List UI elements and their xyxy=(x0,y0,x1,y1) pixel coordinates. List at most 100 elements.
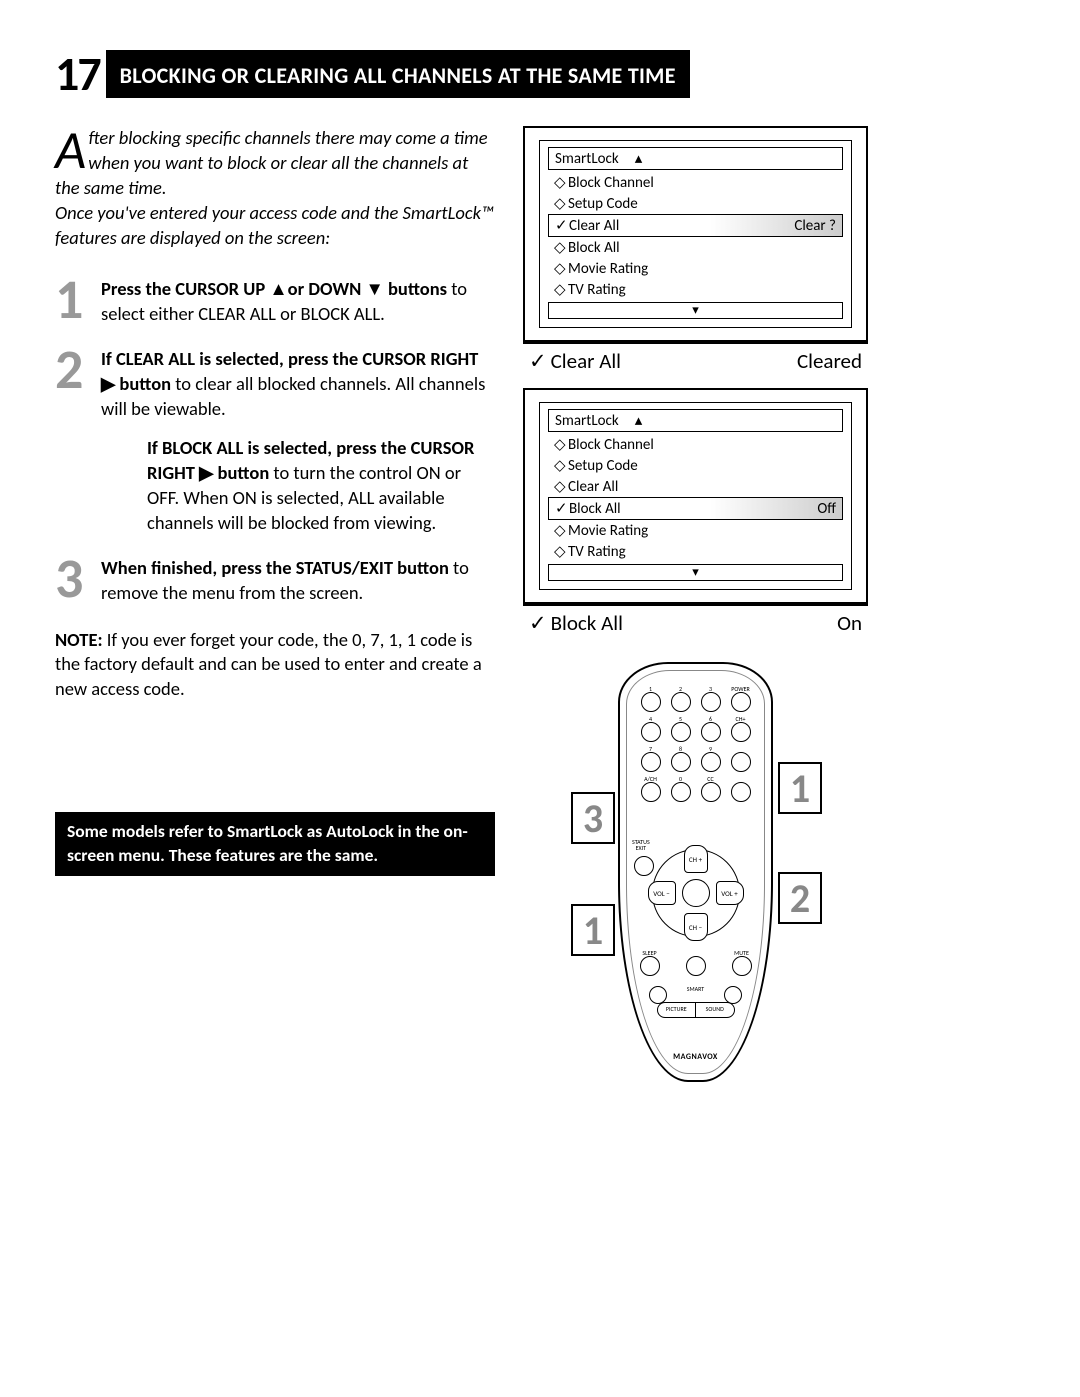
status-row: ✓ Clear All Cleared xyxy=(523,342,868,374)
menu-down-arrow: ▾ xyxy=(548,564,843,581)
callout-2: 2 xyxy=(778,872,822,924)
step-body: Press the CURSOR UP ▲or DOWN ▼ buttons t… xyxy=(101,277,495,327)
note-paragraph: NOTE: If you ever forget your code, the … xyxy=(55,628,495,703)
page-header: 17 BLOCKING OR CLEARING ALL CHANNELS AT … xyxy=(55,50,1025,98)
vol-down-button: VOL − xyxy=(648,881,676,905)
menu-item: ✓Clear AllClear ? xyxy=(548,214,843,237)
instruction-column: A fter blocking specific channels there … xyxy=(55,126,495,1102)
menu-item: ◇Movie Rating xyxy=(548,520,843,541)
step: 2 If CLEAR ALL is selected, press the CU… xyxy=(55,347,495,536)
status-row: ✓ Block All On xyxy=(523,604,868,636)
remote-key-label: 6 xyxy=(701,716,721,722)
menu-item: ◇Setup Code xyxy=(548,455,843,476)
illustration-column: SmartLock▴◇Block Channel◇Setup Code✓Clea… xyxy=(523,126,868,1102)
callout-1b: 1 xyxy=(571,904,615,956)
remote-key-label: 4 xyxy=(641,716,661,722)
remote-key xyxy=(701,752,721,772)
remote-key-label: 7 xyxy=(641,746,661,752)
step-number: 2 xyxy=(55,347,95,536)
step-number: 3 xyxy=(55,556,95,606)
menu-down-arrow: ▾ xyxy=(548,302,843,319)
remote-illustration: 1 2 3 POWER 4 5 6 CH+ 7 8 9 A/CH 0 CC CH + CH − VOL … xyxy=(523,662,868,1102)
callout-1: 1 xyxy=(778,762,822,814)
remote-button xyxy=(686,956,706,976)
menu-item: ◇Movie Rating xyxy=(548,258,843,279)
intro-line: fter blocking specific channels there xyxy=(88,126,354,149)
remote-key-label: 5 xyxy=(671,716,691,722)
menu-title: SmartLock▴ xyxy=(548,409,843,432)
status-label: Block All xyxy=(547,610,837,636)
step: 3 When finished, press the STATUS/EXIT b… xyxy=(55,556,495,606)
remote-key xyxy=(731,782,751,802)
dpad: CH + CH − VOL − VOL + xyxy=(652,849,740,937)
page-title: BLOCKING OR CLEARING ALL CHANNELS AT THE… xyxy=(106,50,690,98)
remote-key-label xyxy=(731,776,751,782)
drop-cap: A xyxy=(55,126,88,172)
remote-key-label: POWER xyxy=(731,686,751,692)
remote-key-label: 3 xyxy=(701,686,721,692)
step: 1 Press the CURSOR UP ▲or DOWN ▼ buttons… xyxy=(55,277,495,327)
mute-button xyxy=(732,956,752,976)
remote-key xyxy=(671,722,691,742)
mute-label: MUTE xyxy=(732,950,752,956)
remote-key xyxy=(671,782,691,802)
status-value: On xyxy=(837,610,862,636)
remote-key-label: 2 xyxy=(671,686,691,692)
step-body: When finished, press the STATUS/EXIT but… xyxy=(101,556,495,606)
remote-key-label: 1 xyxy=(641,686,661,692)
status-exit-label: STATUSEXIT xyxy=(632,839,650,851)
status-label: Clear All xyxy=(547,348,797,374)
remote-key xyxy=(641,752,661,772)
model-note-box: Some models refer to SmartLock as AutoLo… xyxy=(55,812,495,875)
check-icon: ✓ xyxy=(529,610,547,636)
remote-key-label xyxy=(731,746,751,752)
intro-paragraph: A fter blocking specific channels there … xyxy=(55,126,495,251)
note-label: NOTE: xyxy=(55,628,103,651)
note-text: If you ever forget your code, the 0, 7, … xyxy=(55,628,482,701)
step-number: 1 xyxy=(55,277,95,327)
remote-key-label: CH+ xyxy=(731,716,751,722)
menu-item: ◇TV Rating xyxy=(548,541,843,562)
tv-screen-block-all: SmartLock▴◇Block Channel◇Setup Code◇Clea… xyxy=(523,388,868,636)
remote-key xyxy=(671,692,691,712)
callout-3: 3 xyxy=(571,792,615,844)
remote-key xyxy=(731,752,751,772)
remote-key-label: A/CH xyxy=(641,776,661,782)
smart-label: SMART xyxy=(687,986,704,992)
check-icon: ✓ xyxy=(529,348,547,374)
remote-key xyxy=(701,692,721,712)
menu-item: ◇Block Channel xyxy=(548,172,843,193)
step-body: If CLEAR ALL is selected, press the CURS… xyxy=(101,347,495,536)
remote-key-label: 0 xyxy=(671,776,691,782)
sleep-button xyxy=(640,956,660,976)
sound-button: SOUND xyxy=(696,1003,734,1017)
remote-key xyxy=(731,692,751,712)
status-value: Cleared xyxy=(797,348,862,374)
menu-item: ◇Clear All xyxy=(548,476,843,497)
remote-key-label: CC xyxy=(701,776,721,782)
menu-item: ✓Block AllOff xyxy=(548,497,843,520)
remote-key xyxy=(641,782,661,802)
menu-item: ◇Block Channel xyxy=(548,434,843,455)
tv-screen-clear-all: SmartLock▴◇Block Channel◇Setup Code✓Clea… xyxy=(523,126,868,374)
remote-key-label: 9 xyxy=(701,746,721,752)
remote-key xyxy=(701,782,721,802)
remote-key xyxy=(641,692,661,712)
menu-title: SmartLock▴ xyxy=(548,147,843,170)
remote-key xyxy=(641,722,661,742)
page-number: 17 xyxy=(55,50,106,98)
status-exit-button xyxy=(634,856,654,876)
picture-button: PICTURE xyxy=(658,1003,697,1017)
menu-item: ◇Setup Code xyxy=(548,193,843,214)
vol-up-button: VOL + xyxy=(716,881,744,905)
menu-item: ◇Block All xyxy=(548,237,843,258)
remote-key xyxy=(671,752,691,772)
cursor-down-button: CH − xyxy=(684,913,708,941)
intro-line: Once you've entered your access code and… xyxy=(55,201,494,249)
remote-key-label: 8 xyxy=(671,746,691,752)
remote-brand: MAGNAVOX xyxy=(620,1052,771,1062)
dpad-center xyxy=(682,879,710,907)
cursor-up-button: CH + xyxy=(684,845,708,873)
remote-key xyxy=(731,722,751,742)
sleep-label: SLEEP xyxy=(640,950,660,956)
